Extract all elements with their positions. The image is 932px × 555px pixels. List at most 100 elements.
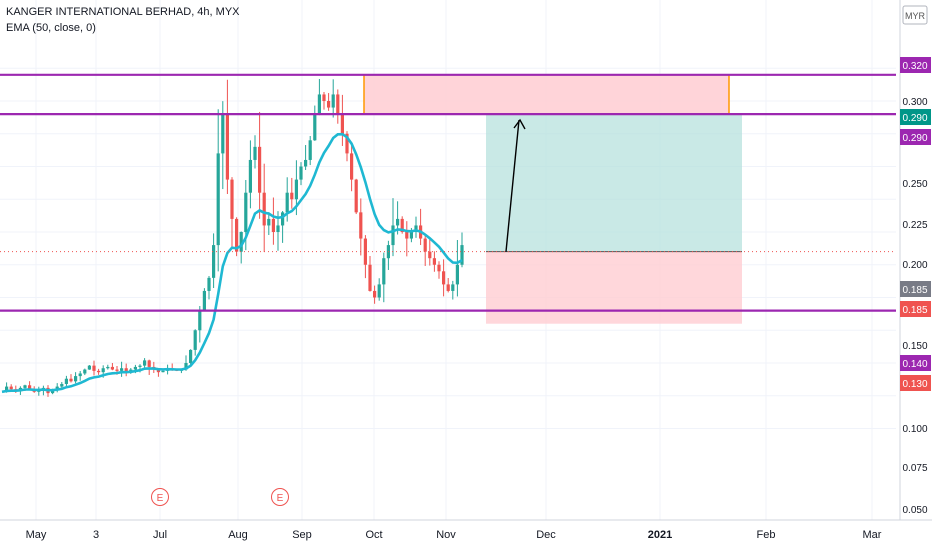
indicator-legend: EMA (50, close, 0) <box>6 22 96 34</box>
candle-body <box>382 258 386 285</box>
price-axis-label: 0.320 <box>902 61 927 72</box>
price-axis-label: 0.185 <box>902 305 927 316</box>
price-axis-label: 0.225 <box>902 220 927 231</box>
candle-body <box>345 133 349 154</box>
price-axis-label: 0.290 <box>902 113 927 124</box>
price-axis-label: 0.300 <box>902 97 927 108</box>
candle-body <box>106 366 110 369</box>
candle-body <box>359 212 363 239</box>
earnings-marker-label: E <box>277 493 284 504</box>
candle-body <box>74 376 78 382</box>
price-label-bg <box>900 57 931 73</box>
candle-body <box>267 218 271 226</box>
ema-line <box>1 132 463 394</box>
price-axis-label: 0.185 <box>902 285 927 296</box>
candle-body <box>239 232 243 252</box>
price-label-bg <box>900 375 931 391</box>
candle-body <box>271 218 275 232</box>
candle-body <box>336 94 340 115</box>
candle-body <box>442 271 446 285</box>
candle-body <box>189 349 193 363</box>
candle-body <box>92 365 96 371</box>
candle-body <box>184 363 188 370</box>
candle-body <box>212 245 216 278</box>
chart-title: KANGER INTERNATIONAL BERHAD, 4h, MYX <box>6 6 240 18</box>
price-axis-label: 0.150 <box>902 341 927 352</box>
candle-body <box>317 94 321 115</box>
time-axis-label: Sep <box>292 529 312 541</box>
candle-body <box>161 370 165 373</box>
candle-body <box>78 373 82 377</box>
price-axis-label: 0.050 <box>902 505 927 516</box>
candle-body <box>285 192 289 213</box>
candle-body <box>322 94 326 101</box>
candle-body <box>64 378 68 384</box>
price-axis-label: 0.130 <box>902 379 927 390</box>
time-axis-label: 2021 <box>648 529 672 541</box>
price-axis-label: 0.250 <box>902 179 927 190</box>
price-axis-label: 0.100 <box>902 424 927 435</box>
candle-body <box>414 225 418 232</box>
candle-body <box>446 284 450 291</box>
candle-body <box>423 238 427 252</box>
candle-body <box>28 385 32 390</box>
candle-body <box>373 290 377 298</box>
candle-body <box>221 114 225 154</box>
candle-body <box>248 159 252 193</box>
time-axis-label: Feb <box>757 529 776 541</box>
candle-body <box>308 140 312 160</box>
candle-body <box>313 114 317 141</box>
candle-body <box>432 258 436 265</box>
candle-body <box>400 218 404 232</box>
price-label-bg <box>900 281 931 297</box>
stop-zone <box>486 251 742 324</box>
price-label-bg <box>900 109 931 125</box>
time-axis-label: Dec <box>536 529 556 541</box>
candle-body <box>202 290 206 311</box>
candle-body <box>216 153 220 246</box>
candle-body <box>331 94 335 108</box>
candle-body <box>115 369 119 371</box>
candle-body <box>299 166 303 180</box>
candle-body <box>60 383 64 387</box>
candle-body <box>377 284 381 298</box>
price-axis-label: 0.075 <box>902 463 927 474</box>
candle-body <box>354 179 358 213</box>
candle-body <box>340 114 344 134</box>
time-axis-label: Jul <box>153 529 167 541</box>
candle-body <box>5 386 9 392</box>
candle-body <box>258 146 262 193</box>
candle-body <box>363 238 367 265</box>
candle-body <box>124 368 128 373</box>
candle-body <box>409 232 413 239</box>
currency-label: MYR <box>905 11 926 21</box>
arrow-head <box>513 118 526 130</box>
candle-body <box>101 368 105 373</box>
candle-body <box>207 277 211 291</box>
candle-body <box>437 264 441 272</box>
target-zone <box>486 114 742 252</box>
time-axis-label: 3 <box>93 529 99 541</box>
earnings-marker <box>151 488 169 506</box>
candle-body <box>147 360 151 367</box>
candle-body <box>51 390 55 394</box>
candle-body <box>138 365 142 367</box>
candle-body <box>391 225 395 246</box>
candle-body <box>133 366 137 370</box>
price-axis-label: 0.290 <box>902 133 927 144</box>
time-axis-label: Nov <box>436 529 456 541</box>
earnings-marker <box>271 488 289 506</box>
candle-body <box>428 251 432 259</box>
candle-body <box>120 368 124 371</box>
candle-body <box>83 369 87 374</box>
candle-body <box>97 370 101 373</box>
candle-body <box>253 146 257 160</box>
candle-body <box>156 369 160 373</box>
candle-body <box>244 192 248 232</box>
candle-body <box>262 192 266 226</box>
arrow-line <box>505 120 520 252</box>
earnings-marker-label: E <box>157 493 164 504</box>
candle-body <box>87 365 91 370</box>
candle-body <box>451 284 455 291</box>
